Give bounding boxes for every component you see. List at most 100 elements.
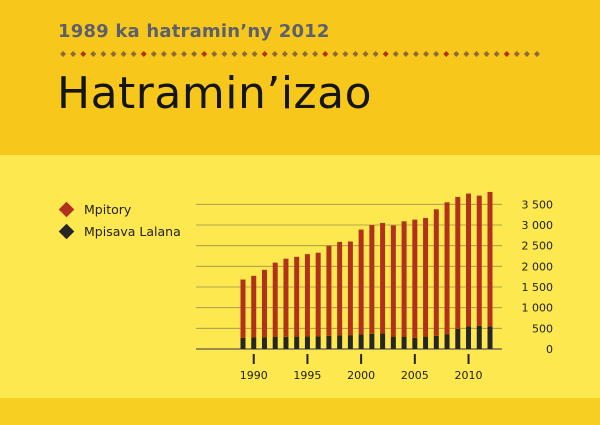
chart-title: Hatramin’izao xyxy=(57,68,373,119)
divider-diamond xyxy=(483,51,490,57)
bar-segment-mpisava-lalana xyxy=(315,336,321,349)
bar-segment-mpitory xyxy=(455,196,461,329)
bar-segment-mpitory xyxy=(466,193,472,327)
bar-segment-mpitory xyxy=(315,252,321,337)
legend-item-mpitory: Mpitory xyxy=(58,199,131,219)
bar-segment-mpitory xyxy=(487,191,493,327)
bar-segment-mpitory xyxy=(251,275,257,338)
y-tick-label: 1 000 xyxy=(522,302,554,315)
bar-segment-mpisava-lalana xyxy=(358,334,364,349)
divider-diamond xyxy=(322,51,329,57)
bar-segment-mpitory xyxy=(390,225,396,337)
divider-diamond xyxy=(382,51,389,57)
y-tick-label: 3 000 xyxy=(522,219,554,232)
divider-diamond xyxy=(302,51,309,57)
footer-band xyxy=(0,398,600,425)
divider-diamond xyxy=(503,51,510,57)
divider-diamond xyxy=(80,51,87,57)
bar-segment-mpisava-lalana xyxy=(369,333,375,349)
divider-diamond xyxy=(100,51,107,57)
bar-segment-mpisava-lalana xyxy=(444,334,450,349)
bar-segment-mpisava-lalana xyxy=(240,337,246,349)
divider-diamond xyxy=(523,51,530,57)
legend-item-mpisava-lalana: Mpisava Lalana xyxy=(58,221,181,241)
divider-diamond xyxy=(251,51,258,57)
divider-diamond xyxy=(513,51,520,57)
bar-segment-mpisava-lalana xyxy=(326,335,332,349)
bar-segment-mpisava-lalana xyxy=(487,326,493,349)
diamond-divider xyxy=(60,51,540,57)
divider-diamond xyxy=(261,51,268,57)
y-tick-label: 0 xyxy=(546,343,553,356)
divider-diamond xyxy=(312,51,319,57)
bar-segment-mpitory xyxy=(444,202,450,335)
bar-segment-mpisava-lalana xyxy=(455,328,461,349)
bar-segment-mpitory xyxy=(412,219,418,338)
bar-segment-mpisava-lalana xyxy=(412,337,418,349)
divider-diamond xyxy=(453,51,460,57)
divider-diamond xyxy=(342,51,349,57)
bar-segment-mpitory xyxy=(433,209,439,336)
bar-segment-mpisava-lalana xyxy=(433,335,439,349)
divider-diamond xyxy=(372,51,379,57)
bar-segment-mpisava-lalana xyxy=(304,336,310,349)
divider-diamond xyxy=(443,51,450,57)
y-tick-label: 500 xyxy=(532,322,553,335)
x-tick-label: 2000 xyxy=(347,369,375,382)
divider-diamond xyxy=(493,51,500,57)
divider-diamond xyxy=(332,51,339,57)
divider-diamond xyxy=(221,51,228,57)
divider-diamond xyxy=(281,51,288,57)
divider-diamond xyxy=(110,51,117,57)
x-tick-label: 1995 xyxy=(293,369,321,382)
bar-segment-mpitory xyxy=(369,225,375,334)
divider-diamond xyxy=(150,51,157,57)
y-tick-label: 2 000 xyxy=(522,260,554,273)
y-tick-label: 2 500 xyxy=(522,240,554,253)
y-tick-label: 1 500 xyxy=(522,281,554,294)
bar-segment-mpitory xyxy=(380,222,386,334)
bar-segment-mpisava-lalana xyxy=(401,336,407,349)
divider-diamond xyxy=(473,51,480,57)
bar-segment-mpisava-lalana xyxy=(347,335,353,349)
chart-subtitle: 1989 ka hatramin’ny 2012 xyxy=(58,21,330,42)
divider-diamond xyxy=(241,51,248,57)
bar-segment-mpisava-lalana xyxy=(380,333,386,349)
divider-diamond xyxy=(362,51,369,57)
divider-diamond xyxy=(160,51,167,57)
bar-segment-mpitory xyxy=(283,258,289,337)
divider-diamond xyxy=(291,51,298,57)
divider-diamond xyxy=(140,51,147,57)
divider-diamond xyxy=(423,51,430,57)
bar-segment-mpisava-lalana xyxy=(423,336,429,349)
bar-segment-mpitory xyxy=(304,254,310,337)
divider-diamond xyxy=(402,51,409,57)
header-band xyxy=(0,0,600,155)
bar-segment-mpisava-lalana xyxy=(261,337,267,349)
bar-segment-mpisava-lalana xyxy=(283,336,289,349)
bar-segment-mpitory xyxy=(240,279,246,338)
divider-diamond xyxy=(231,51,238,57)
bar-segment-mpitory xyxy=(347,241,353,336)
bar-segment-mpitory xyxy=(337,241,343,336)
bar-segment-mpitory xyxy=(423,217,429,337)
bar-segment-mpitory xyxy=(294,256,300,337)
y-tick-label: 3 500 xyxy=(522,198,554,211)
x-tick-label: 2010 xyxy=(455,369,483,382)
bar-segment-mpisava-lalana xyxy=(337,335,343,349)
divider-diamond xyxy=(201,51,208,57)
bar-segment-mpitory xyxy=(358,229,364,335)
legend-label-mpisava-lalana: Mpisava Lalana xyxy=(84,223,181,239)
bar-segment-mpitory xyxy=(261,269,267,338)
divider-diamond xyxy=(191,51,198,57)
legend-label-mpitory: Mpitory xyxy=(84,201,132,217)
divider-diamond xyxy=(412,51,419,57)
x-tick-label: 1990 xyxy=(240,369,268,382)
bar-segment-mpisava-lalana xyxy=(251,337,257,349)
x-tick-label: 2005 xyxy=(401,369,429,382)
bar-segment-mpisava-lalana xyxy=(476,325,482,349)
divider-diamond xyxy=(211,51,218,57)
divider-diamond xyxy=(533,51,540,57)
divider-diamond xyxy=(181,51,188,57)
divider-diamond xyxy=(352,51,359,57)
